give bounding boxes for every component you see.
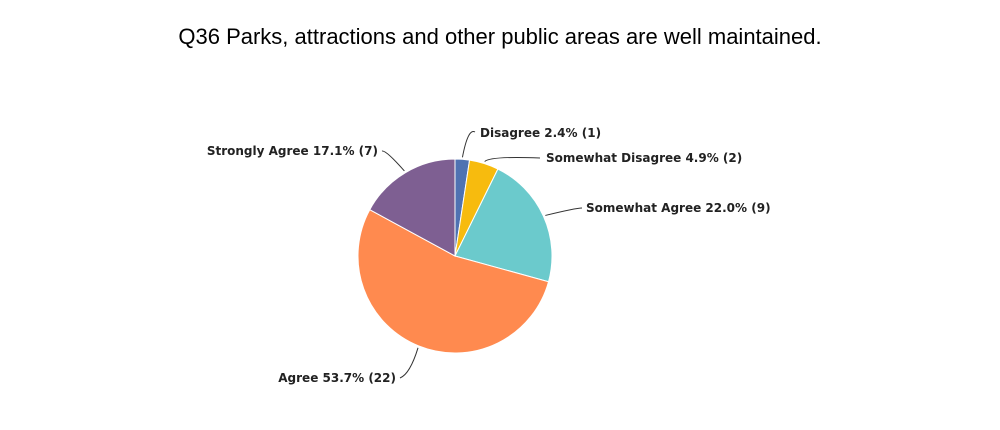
- slice-label-somewhat-disagree: Somewhat Disagree 4.9% (2): [546, 151, 742, 165]
- chart-title: Q36 Parks, attractions and other public …: [178, 24, 822, 49]
- slice-label-agree: Agree 53.7% (22): [278, 371, 396, 385]
- leader-line-somewhat-agree: [545, 207, 583, 216]
- slice-label-strongly-agree: Strongly Agree 17.1% (7): [207, 144, 378, 158]
- pie-labels: Disagree 2.4% (1) Somewhat Disagree 4.9% …: [207, 126, 771, 385]
- pie-slice-strongly-agree: [369, 158, 456, 257]
- leader-line-somewhat-disagree: [484, 156, 541, 162]
- leader-line-strongly-agree: [381, 150, 405, 172]
- slice-label-disagree: Disagree 2.4% (1): [480, 126, 601, 140]
- pie-slices: [357, 158, 553, 354]
- pie-slice-somewhat-agree: [454, 168, 553, 283]
- leader-line-agree: [399, 347, 419, 379]
- slice-label-somewhat-agree: Somewhat Agree 22.0% (9): [586, 201, 771, 215]
- leader-line-disagree: [461, 131, 476, 158]
- pie-slice-agree: [357, 209, 550, 354]
